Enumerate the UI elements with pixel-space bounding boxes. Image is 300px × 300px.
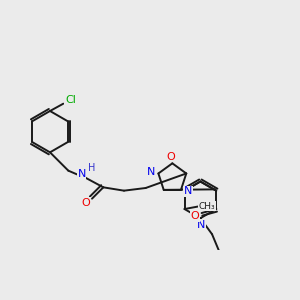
Text: N: N — [197, 220, 206, 230]
Text: CH₃: CH₃ — [199, 202, 215, 211]
Text: N: N — [147, 167, 155, 177]
Text: O: O — [167, 152, 176, 162]
Text: N: N — [77, 169, 86, 179]
Text: H: H — [88, 163, 95, 173]
Text: O: O — [190, 211, 199, 221]
Text: Cl: Cl — [65, 95, 76, 105]
Text: N: N — [184, 186, 192, 196]
Text: O: O — [82, 198, 90, 208]
